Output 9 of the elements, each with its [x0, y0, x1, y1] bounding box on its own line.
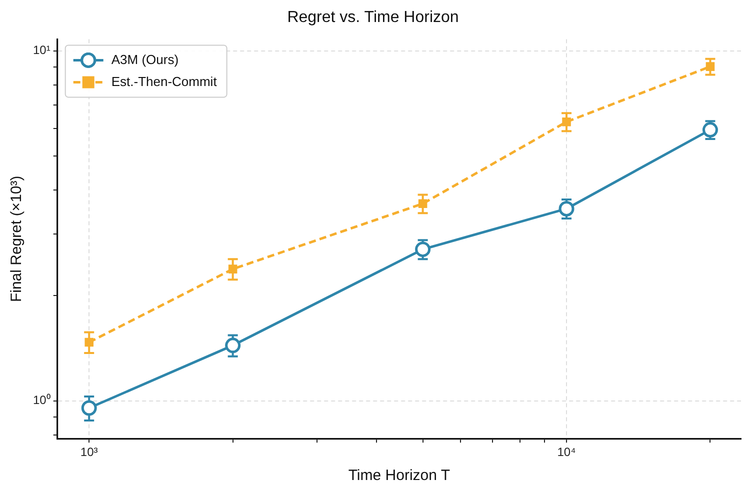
legend-label: Est.-Then-Commit — [111, 74, 218, 89]
legend-label: A3M (Ours) — [111, 52, 179, 67]
y-axis-title: Final Regret (×10³) — [8, 176, 26, 302]
chart-title: Regret vs. Time Horizon — [287, 9, 459, 26]
x-axis-title: Time Horizon T — [348, 467, 450, 484]
y-tick-label: 10⁰ — [32, 393, 50, 408]
x-tick-label: 10³ — [80, 445, 98, 460]
y-tick-label: 10¹ — [33, 43, 50, 58]
x-tick-label: 10⁴ — [557, 445, 576, 460]
